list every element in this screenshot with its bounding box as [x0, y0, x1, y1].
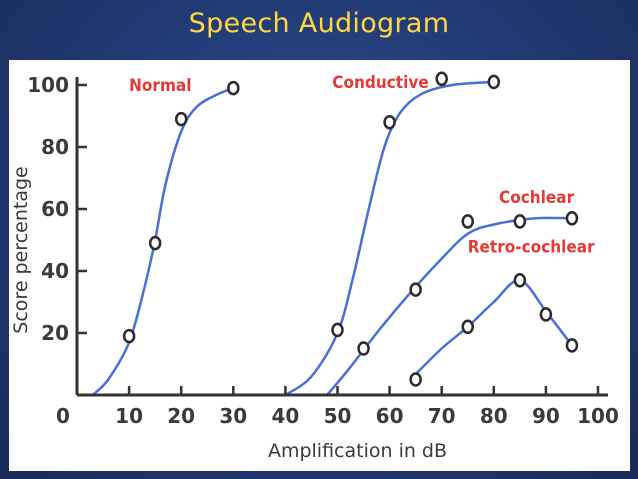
y-tick-label: 100 [27, 73, 69, 97]
y-tick-label: 60 [41, 197, 69, 221]
y-tick-label: 40 [41, 259, 69, 283]
data-point-retro-cochlear [461, 319, 474, 335]
data-point-conductive [383, 114, 396, 130]
x-tick-label: 10 [115, 404, 143, 428]
data-point-cochlear [565, 211, 579, 226]
y-tick-label: 80 [41, 135, 69, 159]
x-tick-label: 80 [480, 404, 508, 428]
slide-title: Speech Audiogram [188, 8, 450, 39]
data-point-retro-cochlear [565, 338, 579, 353]
x-tick-label: 0 [56, 404, 70, 428]
data-point-cochlear [513, 214, 527, 229]
x-tick-label: 90 [532, 404, 560, 428]
data-point-cochlear [409, 282, 422, 297]
x-tick-label: 30 [219, 404, 247, 428]
data-point-cochlear [461, 214, 474, 229]
labels-layer: Normal Conductive Cochlear Retro-cochlear [129, 73, 595, 257]
curve-label-conductive: Conductive [332, 73, 428, 93]
curve-label-cochlear: Cochlear [499, 188, 575, 208]
curve-conductive [284, 80, 494, 397]
data-point-conductive [331, 322, 344, 338]
curve-label-retro-cochlear: Retro-cochlear [468, 237, 595, 257]
x-tick-label: 60 [376, 404, 404, 428]
data-point-conductive [435, 71, 448, 87]
data-point-normal [227, 80, 240, 96]
x-tick-label: 100 [577, 404, 619, 428]
points-layer [122, 71, 579, 387]
data-point-retro-cochlear [513, 273, 527, 288]
data-point-retro-cochlear [409, 372, 422, 387]
speech-audiogram-chart: 0 10 20 30 40 50 60 70 80 90 100 20 40 60 80 100 Normal… [10, 71, 619, 462]
y-tick-label: 20 [41, 321, 69, 345]
y-axis-label: Score percentage [10, 166, 32, 333]
data-point-conductive [487, 74, 501, 90]
x-tick-label: 50 [324, 404, 352, 428]
x-axis-label: Amplification in dB [268, 440, 447, 462]
data-point-retro-cochlear [539, 307, 553, 322]
x-tick-label: 20 [167, 404, 195, 428]
data-point-normal [148, 235, 162, 251]
curve-label-normal: Normal [129, 76, 191, 96]
chart-panel: 0 10 20 30 40 50 60 70 80 90 100 20 40 60 80 100 Normal… [9, 60, 630, 471]
data-point-normal [174, 111, 188, 127]
curve-retro-cochlear [409, 279, 573, 381]
x-tick-label: 40 [271, 404, 299, 428]
curve-normal [91, 86, 234, 396]
data-point-cochlear [357, 341, 370, 356]
axes-layer: 0 10 20 30 40 50 60 70 80 90 100 20 40 60 80 100 [27, 73, 619, 428]
data-point-normal [122, 328, 136, 344]
x-tick-label: 70 [428, 404, 456, 428]
